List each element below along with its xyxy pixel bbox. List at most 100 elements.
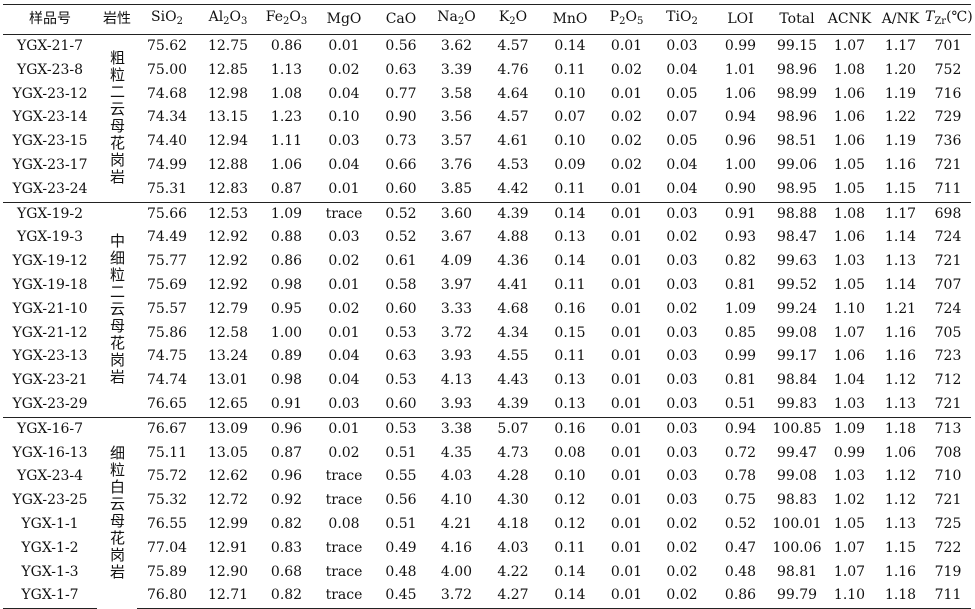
value-cell: 1.19 xyxy=(884,85,917,102)
value-cell: 0.04 xyxy=(666,180,698,197)
header-row: 样品号 岩性 SiO2 Al2O3 Fe2O3 MgO CaO Na2O K2O MnO P2O5 T… xyxy=(3,4,973,35)
value-cell: 1.06 xyxy=(833,229,866,246)
table-row: YGX-1-2 77.04 12.91 0.83 trace 0.49 4.16 4.03 0.… xyxy=(3,537,971,561)
table-body: YGX-21-7 粗粒二云母花岗岩 75.62 12.75 0.86 0.01 0.56 3.… xyxy=(3,35,971,609)
table-row: YGX-21-7 粗粒二云母花岗岩 75.62 12.75 0.86 0.01 0.56 3.… xyxy=(3,35,971,186)
value-cell: 100.06 xyxy=(772,539,822,556)
value-cell: 0.56 xyxy=(385,492,417,509)
value-cell: 1.08 xyxy=(833,61,866,78)
value-cell: 0.01 xyxy=(328,276,360,293)
value-cell: 1.03 xyxy=(833,468,866,485)
sample-id-cell: YGX-1-1 xyxy=(21,515,79,532)
value-cell: 98.88 xyxy=(771,201,823,227)
value-cell: 75.32 xyxy=(146,492,188,509)
value-cell: 1.22 xyxy=(884,109,917,126)
rock-type-label: 粗粒二云母花岗岩 xyxy=(108,50,126,187)
value-cell: 0.14 xyxy=(554,38,586,54)
table-row: YGX-23-21 74.74 13.01 0.98 0.04 0.53 4.13 4.43 0… xyxy=(3,369,971,393)
value-cell: 74.40 xyxy=(146,133,188,150)
value-cell: 4.34 xyxy=(497,324,529,341)
value-cell: 0.02 xyxy=(666,539,698,556)
value-cell: 1.16 xyxy=(884,324,917,341)
value-cell: 4.42 xyxy=(497,180,529,197)
value-cell: 3.38 xyxy=(428,416,485,442)
value-cell: 1.18 xyxy=(876,416,925,442)
value-cell: 1.15 xyxy=(884,539,917,556)
value-cell: 0.49 xyxy=(385,539,417,556)
value-cell: 0.82 xyxy=(724,253,757,270)
value-cell: 99.47 xyxy=(776,444,818,461)
value-cell: 3.60 xyxy=(428,201,485,227)
value-cell: 76.80 xyxy=(137,584,197,609)
value-cell: 3.67 xyxy=(440,229,473,246)
value-cell: 729 xyxy=(934,109,962,126)
value-cell: 74.34 xyxy=(146,109,188,126)
value-cell: 12.92 xyxy=(207,253,249,270)
column-header: ACNK xyxy=(823,4,876,35)
value-cell: 1.06 xyxy=(833,85,866,102)
sample-id-cell: YGX-23-25 xyxy=(12,492,88,509)
value-cell: 0.75 xyxy=(724,492,757,509)
value-cell: 0.02 xyxy=(666,563,698,580)
value-cell: 705 xyxy=(934,324,962,341)
value-cell: 0.02 xyxy=(610,109,643,126)
value-cell: 4.10 xyxy=(440,492,473,509)
sample-id-cell: YGX-19-2 xyxy=(3,201,97,227)
value-cell: 0.78 xyxy=(724,468,757,485)
value-cell: 3.97 xyxy=(440,276,473,293)
value-cell: 0.01 xyxy=(328,180,360,197)
value-cell: 75.31 xyxy=(146,180,188,197)
value-cell: 0.01 xyxy=(610,539,643,556)
value-cell: 98.51 xyxy=(776,133,818,150)
value-cell: 0.82 xyxy=(270,515,303,532)
value-cell: 12.88 xyxy=(207,156,249,173)
value-cell: 711 xyxy=(925,584,971,609)
value-cell: 1.17 xyxy=(884,38,917,54)
value-cell: 13.01 xyxy=(207,372,249,389)
value-cell: 1.00 xyxy=(270,324,303,341)
value-cell: 0.03 xyxy=(666,468,698,485)
sample-id-cell: YGX-16-13 xyxy=(12,444,88,461)
sample-id-cell: YGX-23-29 xyxy=(12,395,88,412)
value-cell: 100.85 xyxy=(771,416,823,442)
value-cell: 0.04 xyxy=(666,61,698,78)
sample-id-cell: YGX-23-14 xyxy=(12,109,88,126)
value-cell: 0.99 xyxy=(833,444,866,461)
sample-id-cell: YGX-23-24 xyxy=(12,180,88,197)
value-cell: 0.11 xyxy=(554,539,586,556)
value-cell: 1.01 xyxy=(724,61,757,78)
value-cell: 0.03 xyxy=(328,229,360,246)
value-cell: 1.06 xyxy=(833,109,866,126)
table-row: YGX-23-29 76.65 12.65 0.91 0.03 0.60 3.93 4.39 0… xyxy=(3,393,971,417)
value-cell: 0.01 xyxy=(610,229,643,246)
value-cell: 99.24 xyxy=(776,300,818,317)
value-cell: 3.62 xyxy=(440,38,473,54)
value-cell: 1.14 xyxy=(884,229,917,246)
value-cell: 1.11 xyxy=(270,133,303,150)
value-cell: 4.00 xyxy=(440,563,473,580)
value-cell: 0.01 xyxy=(610,468,643,485)
value-cell: 0.01 xyxy=(610,180,643,197)
value-cell: 4.43 xyxy=(497,372,529,389)
value-cell: 4.76 xyxy=(497,61,529,78)
value-cell: 0.90 xyxy=(724,180,757,197)
value-cell: 721 xyxy=(934,253,962,270)
value-cell: 0.04 xyxy=(666,156,698,173)
value-cell: 0.02 xyxy=(328,300,360,317)
value-cell: 12.91 xyxy=(207,539,249,556)
value-cell: 0.63 xyxy=(385,61,417,78)
value-cell: 0.53 xyxy=(385,372,417,389)
value-cell: 0.52 xyxy=(385,229,417,246)
value-cell: 4.68 xyxy=(497,300,529,317)
value-cell: 4.18 xyxy=(497,515,529,532)
table-row: YGX-23-13 74.75 13.24 0.89 0.04 0.63 3.93 4.55 0… xyxy=(3,345,971,369)
value-cell: 0.10 xyxy=(554,468,586,485)
value-cell: 0.48 xyxy=(385,563,417,580)
value-cell: 1.05 xyxy=(833,276,866,293)
value-cell: 716 xyxy=(934,85,962,102)
value-cell: 74.74 xyxy=(146,372,188,389)
value-cell: 4.22 xyxy=(497,563,529,580)
value-cell: trace xyxy=(325,492,363,509)
value-cell: 0.02 xyxy=(610,133,643,150)
value-cell: 0.12 xyxy=(554,492,586,509)
